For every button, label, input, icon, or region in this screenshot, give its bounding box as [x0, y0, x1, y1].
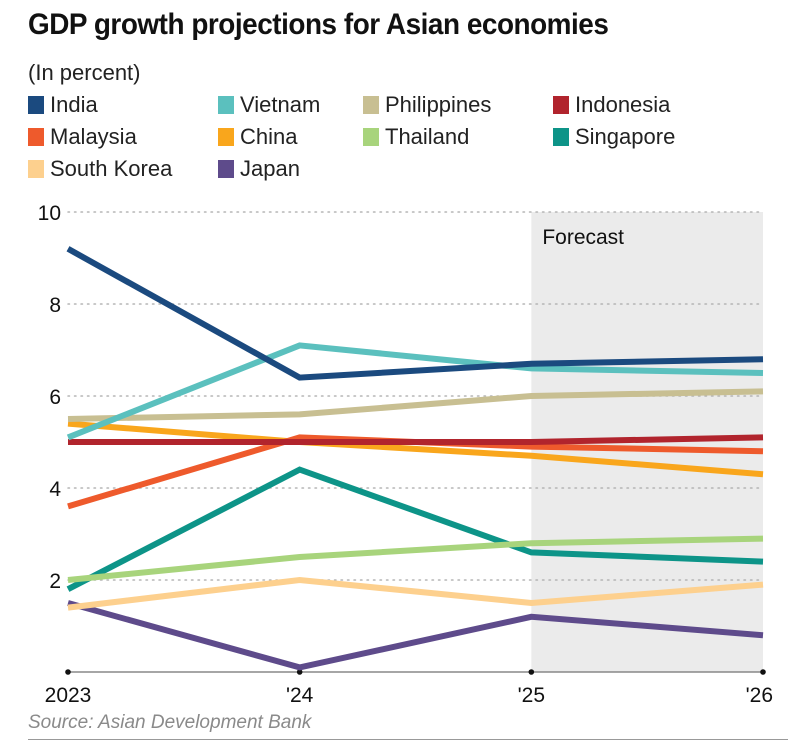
x-tick-mark — [65, 669, 71, 675]
legend-label-malaysia: Malaysia — [50, 124, 137, 149]
legend-swatch-china — [218, 128, 234, 146]
legend-item-thailand: Thailand — [363, 124, 469, 150]
y-tick-label-6: 6 — [49, 386, 61, 409]
legend-label-singapore: Singapore — [575, 124, 676, 149]
legend-swatch-south-korea — [28, 160, 44, 178]
y-tick-label-2: 2 — [49, 570, 61, 593]
legend-swatch-vietnam — [218, 96, 234, 114]
legend-label-vietnam: Vietnam — [240, 92, 321, 117]
series-line-china — [67, 420, 764, 478]
legend-label-thailand: Thailand — [385, 124, 470, 149]
legend-item-south-korea: South Korea — [28, 156, 172, 182]
series-line-philippines — [67, 388, 764, 422]
y-tick-label-4: 4 — [49, 478, 61, 501]
x-tick-mark — [760, 669, 766, 675]
y-tick-label-10: 10 — [38, 202, 61, 225]
legend-swatch-india — [28, 96, 44, 114]
legend-swatch-indonesia — [553, 96, 569, 114]
legend-item-malaysia: Malaysia — [28, 124, 137, 150]
x-tick-mark — [528, 669, 535, 675]
legend-item-singapore: Singapore — [553, 124, 675, 150]
x-tick-label: '24 — [286, 684, 314, 707]
series-line-indonesia — [68, 434, 764, 445]
x-tick-label: '26 — [746, 684, 773, 707]
x-tick-mark — [296, 669, 303, 675]
chart-title: GDP growth projections for Asian economi… — [28, 8, 609, 41]
legend-item-china: China — [218, 124, 297, 150]
series-line-thailand — [67, 535, 764, 583]
series-line-south-korea — [67, 576, 764, 611]
legend-swatch-thailand — [363, 128, 379, 146]
legend-label-japan: Japan — [240, 156, 300, 181]
series-line-singapore — [66, 466, 764, 592]
forecast-label: Forecast — [542, 226, 624, 249]
source-note: Source: Asian Development Bank — [28, 712, 312, 733]
legend-label-china: China — [240, 124, 298, 149]
legend-swatch-japan — [218, 160, 234, 178]
source-divider — [28, 739, 788, 740]
legend-label-philippines: Philippines — [385, 92, 492, 117]
series-line-japan — [67, 600, 764, 671]
chart-subtitle: (In percent) — [28, 60, 141, 85]
legend-item-philippines: Philippines — [363, 92, 491, 118]
series-line-india — [66, 246, 764, 381]
legend-swatch-philippines — [363, 96, 379, 114]
legend-item-japan: Japan — [218, 156, 300, 182]
y-tick-label-8: 8 — [49, 294, 61, 317]
legend-swatch-malaysia — [28, 128, 44, 146]
legend-label-india: India — [50, 92, 98, 117]
legend-item-indonesia: Indonesia — [553, 92, 670, 118]
x-tick-label: 2023 — [45, 684, 92, 707]
legend-item-india: India — [28, 92, 98, 118]
legend-label-south-korea: South Korea — [50, 156, 173, 181]
x-tick-label: '25 — [518, 684, 545, 707]
legend-swatch-singapore — [553, 128, 569, 146]
legend-label-indonesia: Indonesia — [575, 92, 671, 117]
series-line-vietnam — [66, 342, 764, 441]
legend-item-vietnam: Vietnam — [218, 92, 320, 118]
